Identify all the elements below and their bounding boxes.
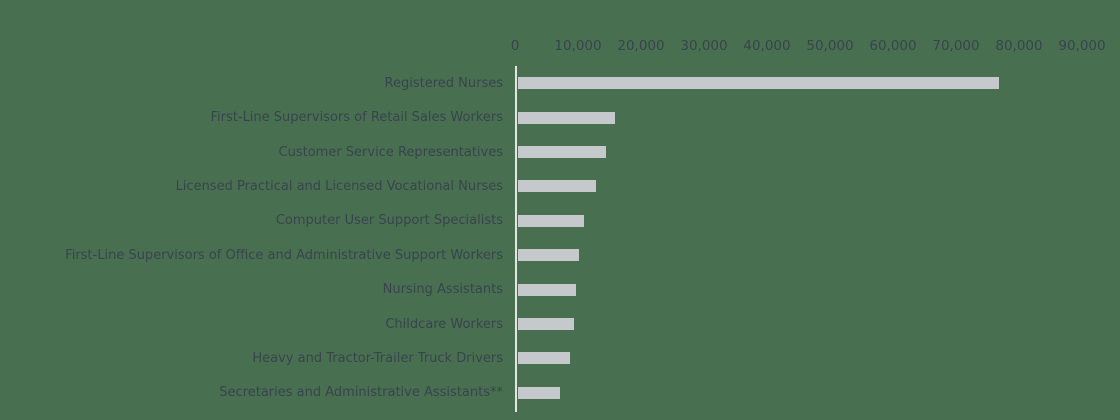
bar-row: Heavy and Tractor-Trailer Truck Drivers: [0, 341, 1120, 375]
bar: [518, 180, 597, 193]
category-label: Secretaries and Administrative Assistant…: [219, 385, 503, 401]
y-axis-line: [515, 66, 517, 412]
category-label: Licensed Practical and Licensed Vocation…: [175, 178, 503, 194]
x-tick-label: 10,000: [554, 38, 602, 54]
category-label: Customer Service Representatives: [278, 144, 503, 160]
bar: [518, 386, 561, 399]
bar-row: Secretaries and Administrative Assistant…: [0, 376, 1120, 410]
x-tick-label: 60,000: [869, 38, 917, 54]
bar-row: Licensed Practical and Licensed Vocation…: [0, 169, 1120, 203]
x-tick-label: 50,000: [806, 38, 854, 54]
bar-rows: Registered Nurses First-Line Supervisors…: [0, 66, 1120, 410]
bar-row: First-Line Supervisors of Office and Adm…: [0, 238, 1120, 272]
x-tick-label: 20,000: [617, 38, 665, 54]
bar-row: Registered Nurses: [0, 66, 1120, 100]
x-tick-label: 40,000: [743, 38, 791, 54]
category-label: Computer User Support Specialists: [275, 213, 503, 229]
category-label: Heavy and Tractor-Trailer Truck Drivers: [252, 350, 503, 366]
x-tick-label: 30,000: [680, 38, 728, 54]
category-label: Registered Nurses: [384, 75, 503, 91]
bar: [518, 111, 615, 124]
bar: [518, 352, 571, 365]
category-label: Childcare Workers: [385, 316, 503, 332]
bar: [518, 283, 576, 296]
bar: [518, 318, 575, 331]
bar: [518, 249, 580, 262]
bar-row: First-Line Supervisors of Retail Sales W…: [0, 100, 1120, 134]
bar: [518, 146, 607, 159]
x-tick-label: 90,000: [1058, 38, 1106, 54]
bar-row: Childcare Workers: [0, 307, 1120, 341]
bar-row: Computer User Support Specialists: [0, 204, 1120, 238]
x-tick-label: 70,000: [932, 38, 980, 54]
category-label: First-Line Supervisors of Retail Sales W…: [210, 110, 503, 126]
category-label: Nursing Assistants: [382, 282, 503, 298]
bar: [518, 214, 585, 227]
x-tick-label: 0: [510, 38, 520, 54]
bar: [518, 77, 1000, 90]
bar-row: Nursing Assistants: [0, 272, 1120, 306]
x-axis: 0 10,000 20,000 30,000 40,000 50,000 60,…: [0, 38, 1120, 54]
x-tick-label: 80,000: [995, 38, 1043, 54]
category-label: First-Line Supervisors of Office and Adm…: [65, 247, 503, 263]
bar-row: Customer Service Representatives: [0, 135, 1120, 169]
